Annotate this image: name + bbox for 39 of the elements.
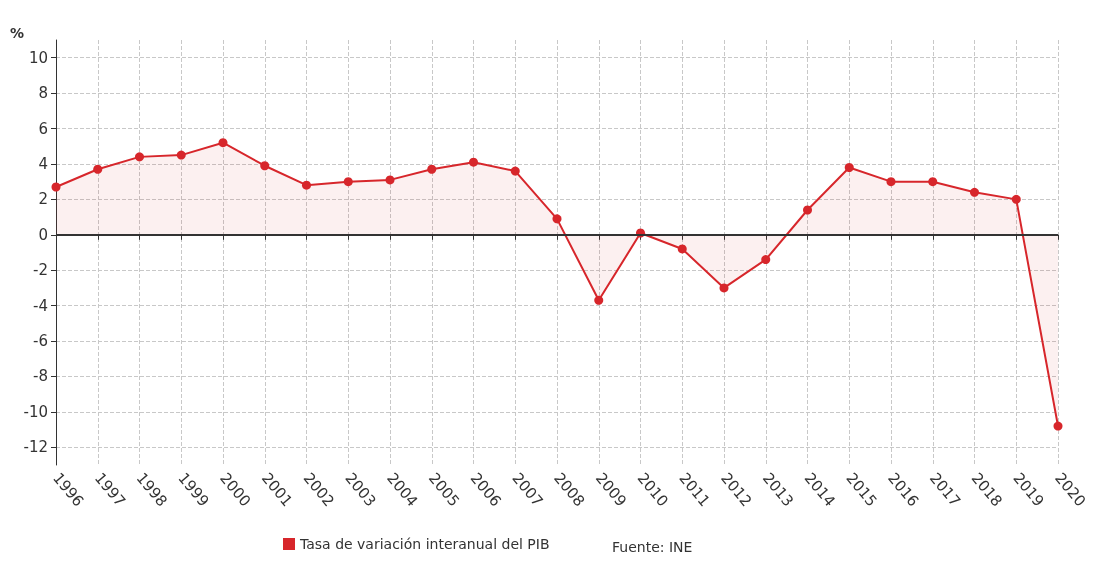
- point: [51, 182, 61, 192]
- y-tick-label: 2: [38, 190, 48, 209]
- point: [886, 177, 896, 187]
- point: [385, 175, 395, 185]
- point: [218, 138, 228, 148]
- y-axis-title: %: [9, 25, 24, 41]
- point: [1053, 421, 1063, 431]
- y-tick-label: 6: [38, 119, 48, 138]
- point: [93, 164, 103, 174]
- point: [928, 177, 938, 187]
- y-tick-label: -10: [23, 402, 48, 421]
- y-tick-label: -6: [33, 332, 48, 351]
- y-tick-label: -4: [33, 296, 48, 315]
- y-tick-label: 0: [38, 225, 48, 244]
- point: [469, 157, 478, 167]
- y-tick-label: -12: [23, 438, 48, 457]
- y-tick-label: -2: [33, 261, 48, 280]
- point: [260, 161, 270, 171]
- point: [510, 166, 520, 176]
- y-tick-label: 8: [38, 84, 48, 103]
- point: [552, 214, 562, 224]
- point: [302, 180, 311, 190]
- point: [1011, 194, 1021, 204]
- point: [343, 177, 353, 187]
- point: [677, 244, 687, 254]
- y-tick-label: 10: [28, 48, 48, 67]
- point: [594, 295, 604, 305]
- point: [135, 152, 144, 162]
- point: [970, 187, 979, 197]
- point: [844, 163, 854, 172]
- point: [803, 205, 812, 215]
- point: [761, 255, 771, 265]
- legend-label: Tasa de variación interanual del PIB: [299, 536, 550, 552]
- point: [719, 283, 729, 293]
- point: [176, 150, 186, 160]
- point: [427, 164, 437, 174]
- y-tick-label: -8: [33, 367, 48, 386]
- y-tick-label: 4: [38, 154, 48, 173]
- source-note: Fuente: INE: [612, 539, 693, 555]
